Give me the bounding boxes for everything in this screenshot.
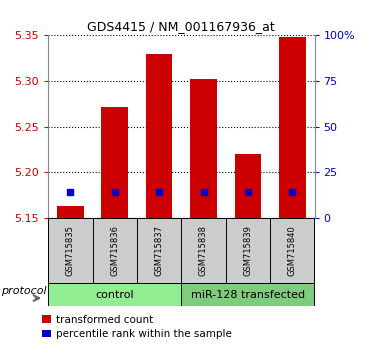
Bar — [92, 218, 137, 283]
Bar — [101, 107, 128, 218]
Title: GDS4415 / NM_001167936_at: GDS4415 / NM_001167936_at — [87, 20, 275, 33]
Bar — [190, 79, 217, 218]
Text: GSM715838: GSM715838 — [199, 225, 208, 276]
Text: protocol: protocol — [1, 286, 47, 296]
Text: control: control — [95, 290, 134, 300]
Bar — [181, 283, 314, 306]
Text: GSM715835: GSM715835 — [66, 225, 75, 276]
Bar — [235, 154, 261, 218]
Text: GSM715836: GSM715836 — [110, 225, 119, 276]
Bar — [48, 283, 181, 306]
Bar — [137, 218, 181, 283]
Bar — [181, 218, 226, 283]
Bar — [270, 218, 314, 283]
Text: GSM715839: GSM715839 — [243, 225, 252, 276]
Text: GSM715837: GSM715837 — [155, 225, 164, 276]
Text: GSM715840: GSM715840 — [288, 225, 297, 276]
Bar — [57, 206, 84, 218]
Bar — [48, 218, 92, 283]
Text: miR-128 transfected: miR-128 transfected — [191, 290, 305, 300]
Legend: transformed count, percentile rank within the sample: transformed count, percentile rank withi… — [42, 315, 232, 339]
Bar — [226, 218, 270, 283]
Bar — [279, 37, 306, 218]
Bar — [146, 53, 172, 218]
